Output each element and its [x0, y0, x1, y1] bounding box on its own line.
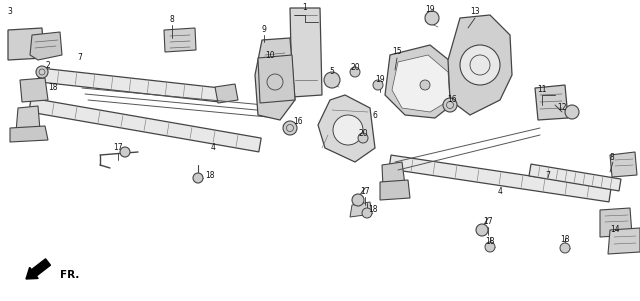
- Polygon shape: [215, 84, 238, 103]
- Text: 16: 16: [293, 117, 303, 126]
- Circle shape: [476, 224, 488, 236]
- Text: FR.: FR.: [60, 270, 79, 280]
- Text: 19: 19: [375, 76, 385, 85]
- Text: 15: 15: [392, 48, 402, 57]
- Circle shape: [324, 72, 340, 88]
- Text: 16: 16: [447, 95, 457, 104]
- Text: 18: 18: [485, 237, 495, 247]
- Polygon shape: [164, 28, 196, 52]
- Polygon shape: [389, 155, 611, 202]
- Circle shape: [560, 243, 570, 253]
- Circle shape: [283, 121, 297, 135]
- Polygon shape: [16, 106, 40, 132]
- Text: 18: 18: [205, 170, 215, 179]
- Circle shape: [443, 98, 457, 112]
- Polygon shape: [608, 228, 640, 254]
- Polygon shape: [258, 55, 295, 103]
- Polygon shape: [380, 180, 410, 200]
- Polygon shape: [535, 85, 568, 120]
- Polygon shape: [385, 45, 458, 118]
- Polygon shape: [39, 68, 221, 102]
- Text: 8: 8: [610, 154, 614, 163]
- Text: 20: 20: [358, 129, 368, 138]
- Text: 6: 6: [372, 110, 378, 119]
- Polygon shape: [30, 32, 62, 60]
- Text: 13: 13: [470, 8, 480, 17]
- Text: 17: 17: [360, 188, 370, 197]
- Circle shape: [350, 67, 360, 77]
- Text: 12: 12: [557, 104, 567, 113]
- Circle shape: [120, 147, 130, 157]
- FancyArrow shape: [26, 259, 51, 279]
- Text: 2: 2: [45, 61, 51, 70]
- Text: 17: 17: [113, 144, 123, 153]
- Polygon shape: [29, 98, 261, 152]
- Polygon shape: [318, 95, 375, 162]
- Polygon shape: [255, 38, 295, 120]
- Polygon shape: [10, 126, 48, 142]
- Text: 18: 18: [560, 235, 570, 244]
- Text: 20: 20: [350, 64, 360, 73]
- Text: 7: 7: [77, 54, 83, 63]
- Text: 1: 1: [303, 4, 307, 13]
- Polygon shape: [350, 202, 372, 217]
- Text: 11: 11: [537, 85, 547, 95]
- Text: 4: 4: [211, 144, 216, 153]
- Circle shape: [565, 105, 579, 119]
- Text: 8: 8: [170, 15, 174, 24]
- Circle shape: [193, 173, 203, 183]
- Text: 18: 18: [48, 82, 58, 92]
- Polygon shape: [392, 55, 450, 112]
- Text: 4: 4: [497, 188, 502, 197]
- Text: 18: 18: [368, 206, 378, 215]
- Polygon shape: [529, 164, 621, 191]
- Text: 14: 14: [610, 225, 620, 234]
- Circle shape: [352, 194, 364, 206]
- Polygon shape: [290, 8, 322, 97]
- Text: 19: 19: [425, 5, 435, 14]
- Polygon shape: [8, 28, 44, 60]
- Polygon shape: [20, 78, 48, 102]
- Circle shape: [485, 242, 495, 252]
- Text: 17: 17: [483, 218, 493, 226]
- Circle shape: [420, 80, 430, 90]
- Circle shape: [425, 11, 439, 25]
- Text: 10: 10: [265, 51, 275, 60]
- Text: 9: 9: [262, 26, 266, 35]
- Circle shape: [333, 115, 363, 145]
- Circle shape: [36, 66, 48, 78]
- Circle shape: [362, 208, 372, 218]
- Polygon shape: [448, 15, 512, 115]
- Text: 5: 5: [330, 67, 335, 76]
- Circle shape: [460, 45, 500, 85]
- Circle shape: [373, 80, 383, 90]
- Text: 3: 3: [8, 8, 12, 17]
- Polygon shape: [610, 152, 637, 177]
- Text: 7: 7: [545, 170, 550, 179]
- Polygon shape: [382, 162, 405, 188]
- Circle shape: [358, 133, 368, 143]
- Polygon shape: [600, 208, 632, 237]
